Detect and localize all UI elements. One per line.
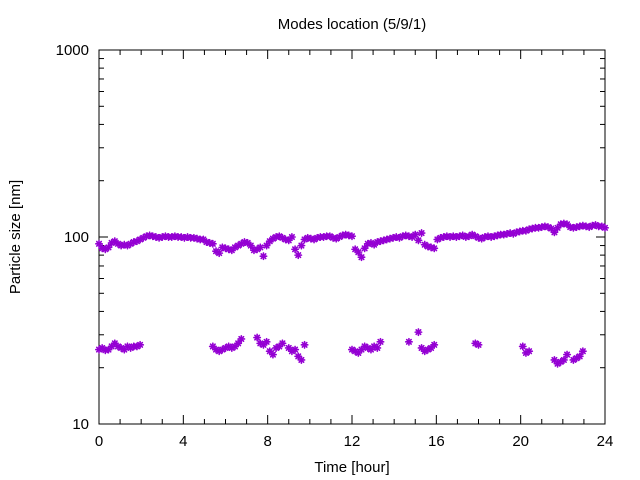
chart-title: Modes location (5/9/1) xyxy=(278,16,426,33)
data-point xyxy=(404,337,413,346)
x-tick-label: 4 xyxy=(179,433,187,450)
data-point xyxy=(417,229,426,238)
data-point xyxy=(414,328,423,337)
data-point xyxy=(563,350,572,359)
data-point xyxy=(347,232,357,241)
data-point xyxy=(215,249,224,258)
x-tick-label: 16 xyxy=(428,433,445,450)
x-axis-label: Time [hour] xyxy=(314,459,389,476)
x-tick-label: 8 xyxy=(263,433,271,450)
x-axis-ticks: 0 4 8 12 16 20 24 xyxy=(95,50,614,450)
data-point xyxy=(297,355,306,364)
data-point xyxy=(291,345,300,354)
data-point xyxy=(414,236,423,245)
data-point xyxy=(376,337,385,346)
data-point xyxy=(259,252,268,261)
data-point xyxy=(278,339,287,348)
data-point xyxy=(253,333,262,342)
data-point xyxy=(559,355,568,364)
data-point xyxy=(291,245,300,254)
data-point xyxy=(297,241,306,250)
data-point xyxy=(268,350,277,359)
data-point xyxy=(575,352,584,361)
data-point xyxy=(360,244,369,253)
data-point xyxy=(136,340,145,349)
data-point xyxy=(294,251,303,260)
data-point xyxy=(262,337,271,346)
y-tick-label: 1000 xyxy=(56,42,89,59)
data-point xyxy=(208,239,217,248)
data-point xyxy=(354,248,363,257)
x-tick-label: 24 xyxy=(597,433,614,450)
data-point xyxy=(550,228,559,237)
data-point xyxy=(357,253,366,262)
x-tick-label: 12 xyxy=(344,433,361,450)
data-point xyxy=(256,243,265,252)
y-axis-ticks: 10 100 1000 xyxy=(56,42,605,433)
data-point xyxy=(518,342,527,351)
data-point xyxy=(430,340,439,349)
x-tick-label: 20 xyxy=(512,433,529,450)
y-tick-label: 10 xyxy=(72,416,89,433)
y-tick-label: 100 xyxy=(64,229,89,246)
data-point xyxy=(373,343,382,352)
data-point xyxy=(578,347,587,356)
data-point xyxy=(234,339,243,348)
y-axis-label: Particle size [nm] xyxy=(7,180,24,294)
data-point xyxy=(104,243,113,252)
data-point xyxy=(287,233,296,241)
data-point xyxy=(300,340,309,349)
data-point xyxy=(246,241,255,250)
data-point xyxy=(123,342,132,351)
data-points xyxy=(95,219,610,368)
data-point xyxy=(600,223,610,232)
data-point xyxy=(430,244,439,253)
data-point xyxy=(474,340,483,349)
data-point xyxy=(237,334,246,343)
data-point xyxy=(95,239,103,248)
data-point xyxy=(411,230,420,239)
x-tick-label: 0 xyxy=(95,433,103,450)
data-point xyxy=(525,347,534,356)
data-point xyxy=(262,241,271,250)
